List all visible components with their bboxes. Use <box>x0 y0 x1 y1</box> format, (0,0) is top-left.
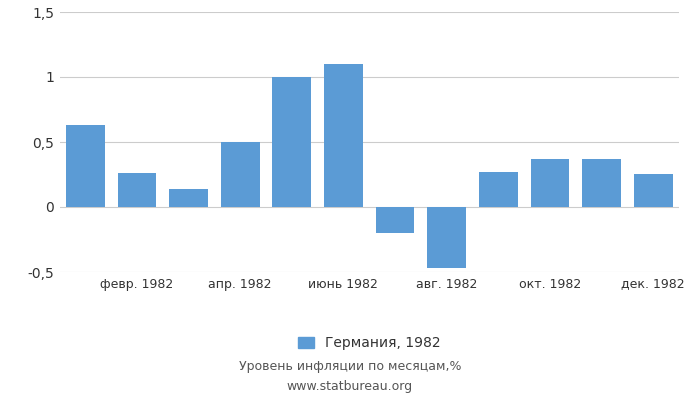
Bar <box>427 207 466 268</box>
Bar <box>272 77 312 207</box>
Bar <box>220 142 260 207</box>
Bar <box>324 64 363 207</box>
Text: Уровень инфляции по месяцам,%: Уровень инфляции по месяцам,% <box>239 360 461 373</box>
Legend: Германия, 1982: Германия, 1982 <box>298 336 441 350</box>
Bar <box>479 172 518 207</box>
Bar <box>582 159 621 207</box>
Bar <box>169 189 208 207</box>
Bar <box>634 174 673 207</box>
Bar <box>118 173 156 207</box>
Text: www.statbureau.org: www.statbureau.org <box>287 380 413 393</box>
Bar <box>376 207 414 233</box>
Bar <box>531 159 569 207</box>
Bar <box>66 125 105 207</box>
